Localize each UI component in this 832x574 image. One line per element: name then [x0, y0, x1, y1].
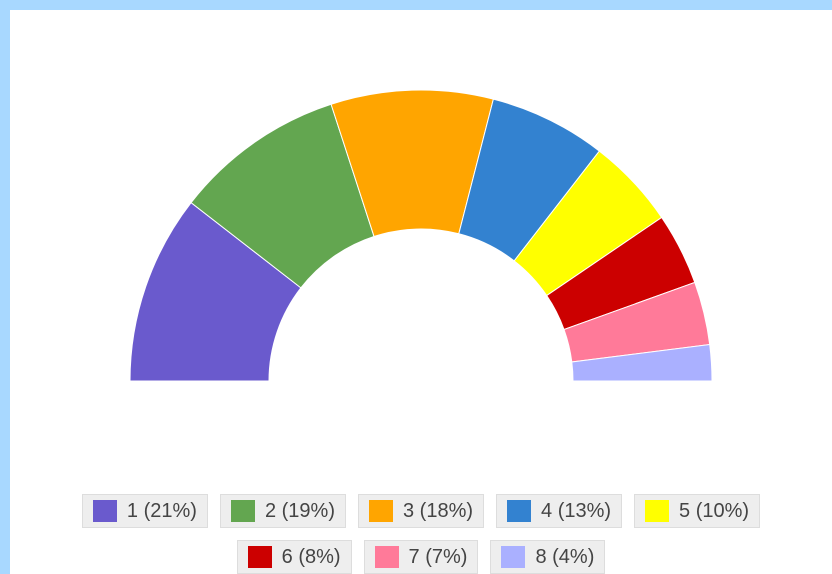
legend-label: 6 (8%): [281, 545, 341, 568]
legend-label: 7 (7%): [408, 545, 468, 568]
legend-item-6: 6 (8%): [236, 540, 352, 574]
legend-item-5: 5 (10%): [634, 494, 761, 528]
legend-swatch: [92, 500, 117, 522]
legend-item-7: 7 (7%): [363, 540, 479, 574]
legend-item-8: 8 (4%): [490, 540, 606, 574]
legend-swatch: [501, 546, 526, 568]
legend-swatch: [507, 500, 532, 522]
legend-item-4: 4 (13%): [496, 494, 623, 528]
legend-label: 3 (18%): [402, 499, 474, 522]
legend-item-2: 2 (19%): [219, 494, 346, 528]
legend-swatch: [645, 500, 670, 522]
legend-row: 1 (21%) 2 (19%) 3 (18%) 4 (13%) 5 (10%): [10, 494, 832, 528]
legend-row: 6 (8%) 7 (7%) 8 (4%): [10, 540, 832, 574]
legend-swatch: [368, 500, 393, 522]
legend-swatch: [247, 546, 272, 568]
segment-8: [571, 343, 713, 382]
chart-frame: 1 (21%) 2 (19%) 3 (18%) 4 (13%) 5 (10%) …: [10, 10, 832, 574]
legend-item-1: 1 (21%): [81, 494, 208, 528]
legend-item-3: 3 (18%): [357, 494, 485, 528]
legend-label: 1 (21%): [126, 499, 197, 522]
legend-label: 5 (10%): [679, 499, 750, 522]
legend-label: 4 (13%): [541, 499, 612, 522]
legend-label: 8 (4%): [535, 545, 595, 568]
legend-swatch: [230, 500, 255, 522]
semicircle-donut-chart: [129, 89, 713, 382]
legend-swatch: [374, 546, 399, 568]
legend-label: 2 (19%): [264, 499, 335, 522]
